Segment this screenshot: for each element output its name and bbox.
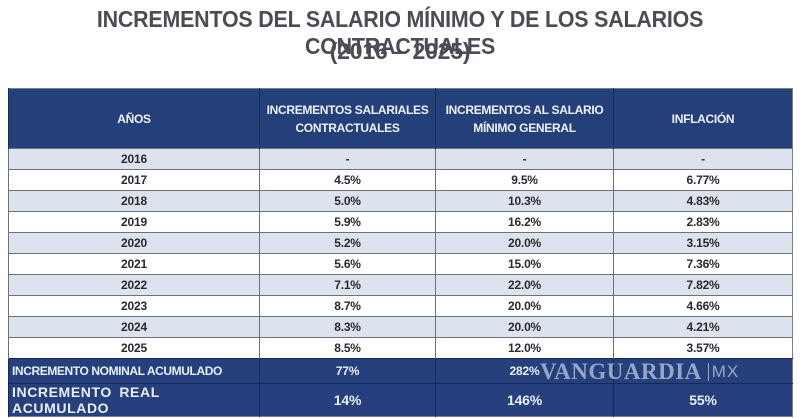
cell-minimum: 16.2% [435,211,614,233]
summary-contractual: 14% [259,383,436,417]
cell-minimum: 15.0% [435,253,614,275]
cell-year: 2019 [8,211,260,233]
summary-contractual: 77% [259,358,436,384]
table-row: 2017 4.5% 9.5% 6.77% [8,169,793,191]
cell-year: 2021 [8,253,260,275]
summary-minimum: 282% [435,358,614,384]
cell-year: 2025 [8,337,260,359]
summary-row-nominal: INCREMENTO NOMINAL ACUMULADO 77% 282% [8,358,793,384]
summary-minimum: 146% [435,383,614,417]
header-minimum-wage-increments: INCREMENTOS AL SALARIO MÍNIMO GENERAL [435,88,614,149]
cell-year: 2016 [8,148,260,170]
cell-year: 2020 [8,232,260,254]
cell-contractual: 8.5% [259,337,436,359]
cell-inflation: 3.57% [613,337,793,359]
table-row: 2025 8.5% 12.0% 3.57% [8,337,793,359]
cell-inflation: 4.83% [613,190,793,212]
table-row: 2024 8.3% 20.0% 4.21% [8,316,793,338]
header-inflation: INFLACIÓN [613,88,793,149]
cell-contractual: 5.9% [259,211,436,233]
table-row: 2016 - - - [8,148,793,170]
cell-contractual: 8.7% [259,295,436,317]
cell-year: 2022 [8,274,260,296]
cell-contractual: 8.3% [259,316,436,338]
table-row: 2022 7.1% 22.0% 7.82% [8,274,793,296]
table-row: 2019 5.9% 16.2% 2.83% [8,211,793,233]
salary-increments-table: AÑOS INCREMENTOS SALARIALES CONTRACTUALE… [8,88,793,417]
cell-year: 2024 [8,316,260,338]
cell-inflation: 2.83% [613,211,793,233]
cell-minimum: 9.5% [435,169,614,191]
cell-contractual: 5.2% [259,232,436,254]
table-row: 2021 5.6% 15.0% 7.36% [8,253,793,275]
cell-contractual: 7.1% [259,274,436,296]
cell-year: 2018 [8,190,260,212]
summary-label: INCREMENTO NOMINAL ACUMULADO [8,358,260,384]
table-row: 2023 8.7% 20.0% 4.66% [8,295,793,317]
cell-year: 2017 [8,169,260,191]
cell-year: 2023 [8,295,260,317]
cell-inflation: 7.36% [613,253,793,275]
cell-minimum: - [435,148,614,170]
table-row: 2020 5.2% 20.0% 3.15% [8,232,793,254]
cell-minimum: 22.0% [435,274,614,296]
header-contractual-increments: INCREMENTOS SALARIALES CONTRACTUALES [259,88,436,149]
table-header-row: AÑOS INCREMENTOS SALARIALES CONTRACTUALE… [8,88,793,149]
cell-inflation: - [613,148,793,170]
cell-contractual: - [259,148,436,170]
summary-inflation [613,358,793,384]
cell-inflation: 4.66% [613,295,793,317]
table-row: 2018 5.0% 10.3% 4.83% [8,190,793,212]
summary-label: INCREMENTO REAL ACUMULADO [8,383,260,417]
cell-inflation: 4.21% [613,316,793,338]
cell-contractual: 5.0% [259,190,436,212]
cell-contractual: 4.5% [259,169,436,191]
page-title: INCREMENTOS DEL SALARIO MÍNIMO Y DE LOS … [96,6,704,59]
cell-minimum: 20.0% [435,232,614,254]
cell-inflation: 3.15% [613,232,793,254]
cell-minimum: 10.3% [435,190,614,212]
page-subtitle-years: (2016 – 2025) [329,38,471,64]
summary-row-real: INCREMENTO REAL ACUMULADO 14% 146% 55% [8,383,793,417]
cell-minimum: 12.0% [435,337,614,359]
summary-inflation: 55% [613,383,793,417]
cell-inflation: 6.77% [613,169,793,191]
header-years: AÑOS [8,88,260,149]
cell-contractual: 5.6% [259,253,436,275]
cell-minimum: 20.0% [435,316,614,338]
cell-minimum: 20.0% [435,295,614,317]
cell-inflation: 7.82% [613,274,793,296]
